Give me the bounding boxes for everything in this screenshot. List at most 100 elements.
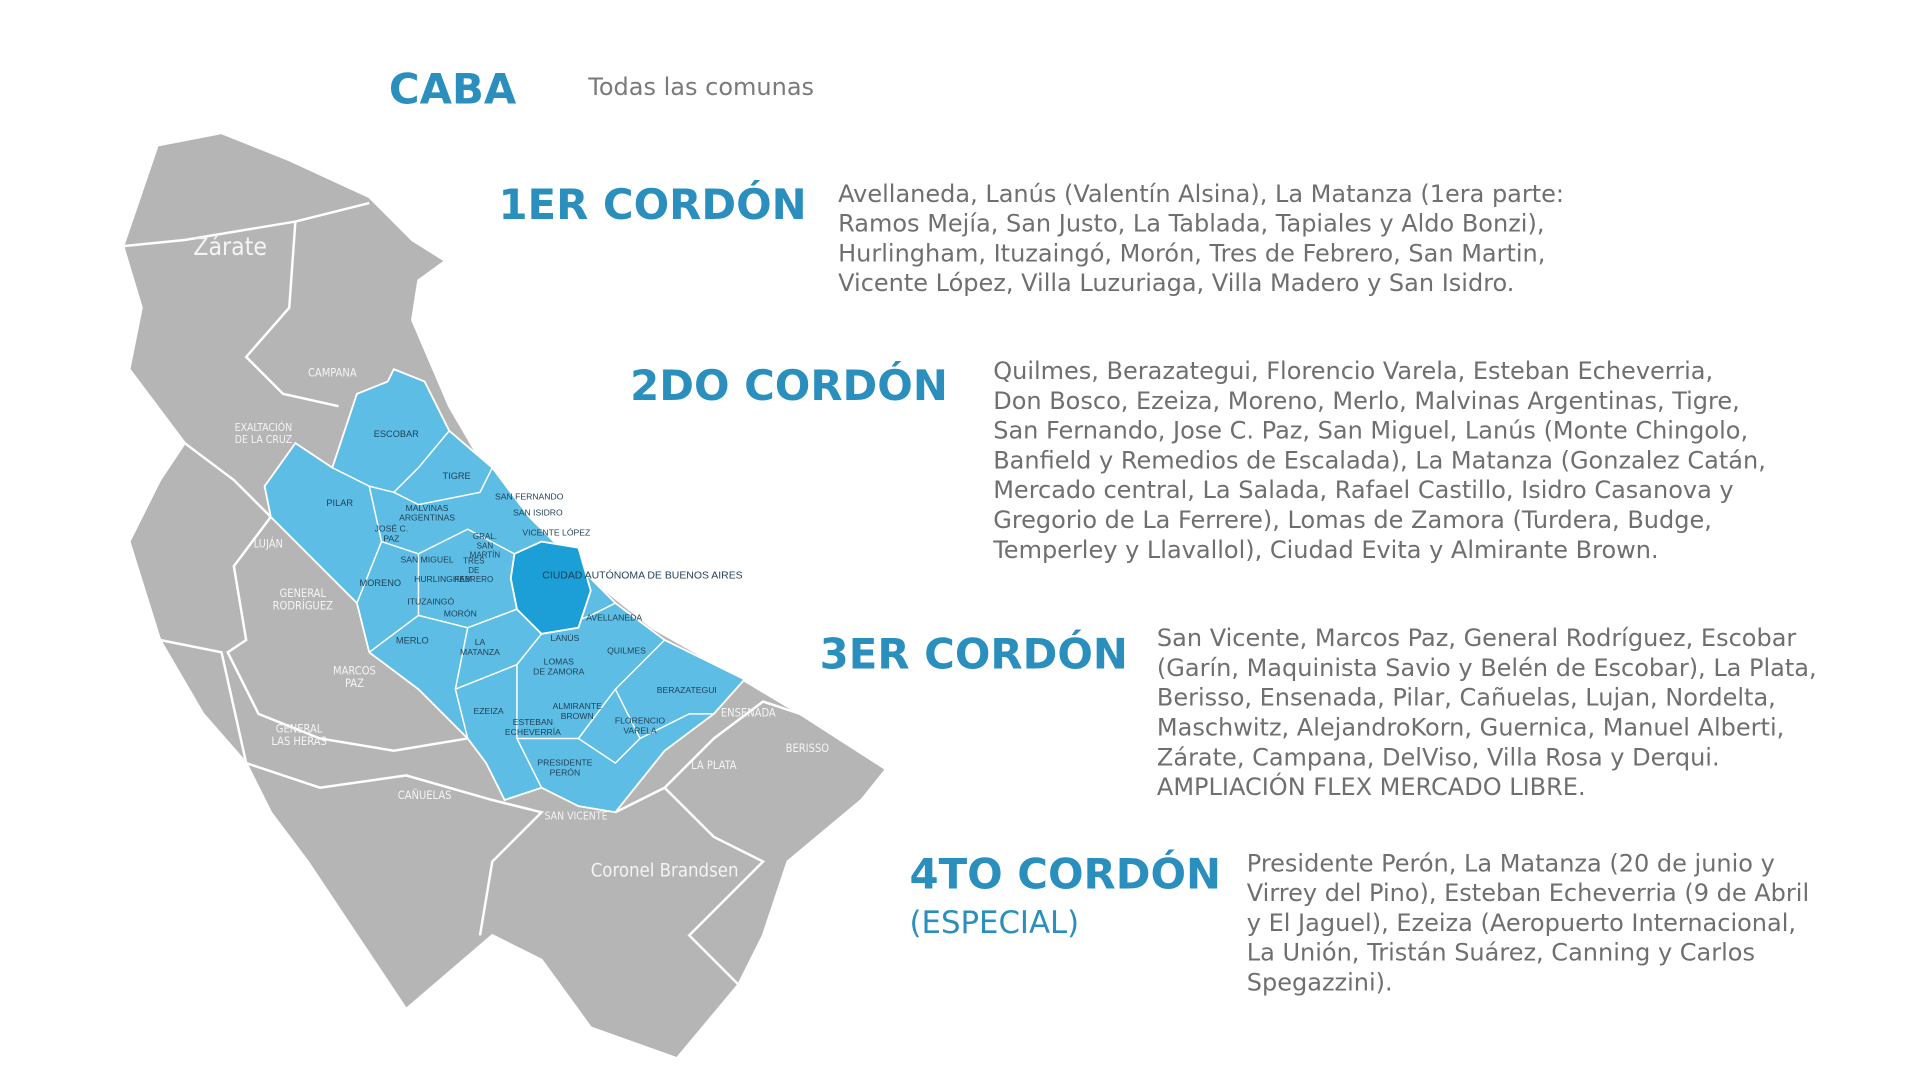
zone-description: Banfield y Remedios de Escalada), La Mat… <box>993 446 1766 474</box>
map-label: LA PLATA <box>691 759 737 772</box>
map-label: CAÑUELAS <box>398 789 452 802</box>
map-label: DE <box>468 566 479 575</box>
zone-description: Spegazzini). <box>1247 969 1393 997</box>
map-label: ALMIRANTE <box>553 701 603 711</box>
zone-description: AMPLIACIÓN FLEX MERCADO LIBRE. <box>1157 771 1586 801</box>
zone-description: Don Bosco, Ezeiza, Moreno, Merlo, Malvin… <box>993 387 1740 415</box>
district-border <box>663 786 766 986</box>
header-title: CABA <box>389 64 517 113</box>
zone-description: Quilmes, Berazategui, Florencio Varela, … <box>993 357 1713 385</box>
zone-description: y El Jaguel), Ezeiza (Aeropuerto Interna… <box>1247 909 1796 937</box>
map-label: SAN FERNANDO <box>495 492 564 502</box>
caba-area <box>509 540 592 635</box>
map-label: PERÓN <box>550 767 581 777</box>
map-label: ECHEVERRÍA <box>505 727 561 737</box>
map-label: GENERAL <box>279 587 326 600</box>
zone-description: Gregorio de La Ferrere), Lomas de Zamora… <box>993 506 1712 534</box>
map-label: LAS HERAS <box>271 735 326 748</box>
zone-subtitle: (ESPECIAL) <box>910 905 1080 941</box>
map-label: GENERAL <box>276 722 323 735</box>
map-label: TRES <box>463 557 484 566</box>
district-border <box>381 528 515 555</box>
map-label: VARELA <box>623 726 657 736</box>
zone-description: Avellaneda, Lanús (Valentín Alsina), La … <box>838 180 1564 208</box>
map-label: PRESIDENTE <box>537 758 592 768</box>
map-label: SAN <box>477 541 494 550</box>
map-label: JOSÉ C. <box>375 524 409 534</box>
district-border <box>639 713 714 740</box>
zone-title: 2DO CORDÓN <box>630 360 948 410</box>
zone-description: Maschwitz, AlejandroKorn, Guernica, Manu… <box>1157 714 1784 742</box>
map-label: MORÓN <box>444 609 477 619</box>
map-label: SAN VICENTE <box>544 811 607 823</box>
map-label: MORENO <box>360 578 401 588</box>
zone-description: Virrey del Pino), Esteban Echeverria (9 … <box>1247 879 1809 907</box>
map-label: DE ZAMORA <box>533 667 584 677</box>
zone-description: (Garín, Maquinista Savio y Belén de Esco… <box>1157 654 1817 682</box>
map-label: DE LA CRUZ <box>235 434 293 446</box>
area-fill-blue <box>263 368 747 814</box>
map-label: MERLO <box>396 636 429 646</box>
map-label: LANÚS <box>551 633 580 643</box>
map-label: FLORENCIO <box>615 716 666 726</box>
map-label: Coronel Brandsen <box>591 860 739 881</box>
map-label: LA <box>475 637 486 647</box>
map-label: ESTEBAN <box>513 717 553 727</box>
district-border <box>244 221 339 408</box>
header-caption: Todas las comunas <box>587 73 814 101</box>
zone-description: Ramos Mejía, San Justo, La Tablada, Tapi… <box>838 210 1544 238</box>
district-border <box>183 442 468 753</box>
map-label: EXALTACIÓN <box>235 421 293 434</box>
map-label: LOMAS <box>544 657 574 667</box>
map-label: SAN MIGUEL <box>401 554 454 564</box>
map-label: LUJÁN <box>254 538 283 551</box>
map-label: CAMPANA <box>308 367 357 380</box>
zone-title: 3ER CORDÓN <box>820 628 1128 678</box>
zone-title: 1ER CORDÓN <box>498 179 806 229</box>
map-label: SAN ISIDRO <box>513 508 563 518</box>
map-label: QUILMES <box>607 646 646 656</box>
district-border <box>159 638 544 936</box>
map-label: FEBRERO <box>455 575 494 584</box>
map-label: MARCOS <box>333 664 376 677</box>
map-label: PAZ <box>383 534 399 544</box>
map-label: BERISSO <box>786 742 830 755</box>
map-label: RODRÍGUEZ <box>273 600 334 613</box>
zones: 1ER CORDÓN Avellaneda, Lanús (Valentín Al… <box>498 179 1816 996</box>
map-label: PILAR <box>326 498 353 508</box>
district-border <box>578 688 641 765</box>
zone-description: Vicente López, Villa Luzuriaga, Villa Ma… <box>838 269 1514 297</box>
zone-description: Presidente Perón, La Matanza (20 de juni… <box>1247 849 1775 877</box>
district-border <box>516 639 666 740</box>
map-label: CIUDAD AUTÓNOMA DE BUENOS AIRES <box>542 568 742 581</box>
map-label: BROWN <box>561 711 594 721</box>
zone-description: Temperley y Llavallol), Ciudad Evita y A… <box>992 536 1658 564</box>
map-label: MARTÍN <box>470 550 501 559</box>
map-label: Zárate <box>193 232 267 261</box>
map-label: MATANZA <box>460 647 500 657</box>
map-label: AVELLANEDA <box>586 612 642 622</box>
zone-description: San Vicente, Marcos Paz, General Rodrígu… <box>1157 624 1796 652</box>
map-label: ARGENTINAS <box>399 513 455 523</box>
zone-description: Mercado central, La Salada, Rafael Casti… <box>993 476 1733 504</box>
district-border <box>614 700 801 814</box>
map-label: GRAL. <box>473 532 497 541</box>
district-border <box>122 201 370 248</box>
map-label: PAZ <box>345 677 364 690</box>
map-label: HURLINGHAM <box>414 574 472 584</box>
district-borders <box>331 430 714 789</box>
zone-description: Berisso, Ensenada, Pilar, Cañuelas, Luja… <box>1157 684 1776 712</box>
map-label: BERAZATEGUI <box>657 685 717 695</box>
zone-description: La Unión, Tristán Suárez, Canning y Carl… <box>1247 939 1755 967</box>
map-label: ITUZAINGÓ <box>407 596 454 606</box>
map-label: ENSENADA <box>721 706 776 719</box>
zone-title: 4TO CORDÓN <box>910 849 1222 899</box>
zone-description: Hurlingham, Ituzaingó, Morón, Tres de Fe… <box>838 239 1545 267</box>
zone-description: San Fernando, Jose C. Paz, San Miguel, L… <box>993 417 1748 445</box>
map-label: EZEIZA <box>474 706 504 716</box>
map-label: MALVINAS <box>406 503 449 513</box>
map-label: ESCOBAR <box>374 429 419 439</box>
district-border <box>393 467 493 506</box>
